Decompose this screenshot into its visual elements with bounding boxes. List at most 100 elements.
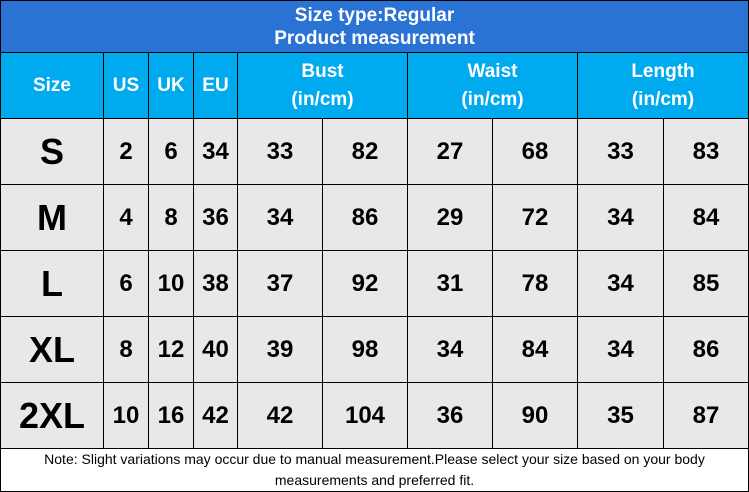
cell-text: 72 <box>521 203 549 231</box>
cell-text: 90 <box>521 401 549 429</box>
cell-text: 2XL <box>18 394 86 436</box>
cell-text: 83 <box>692 137 720 165</box>
value-cell: 8 <box>148 184 194 251</box>
cell-text: 42 <box>202 401 229 429</box>
cell-text: 2 <box>119 137 133 165</box>
value-cell: 34 <box>237 184 323 251</box>
value-cell: 38 <box>193 250 238 317</box>
value-cell: 16 <box>148 382 194 449</box>
cell-text: 38 <box>202 269 229 297</box>
value-cell: 36 <box>407 382 493 449</box>
value-cell: 104 <box>322 382 408 449</box>
cell-text: 27 <box>436 137 464 165</box>
value-cell: 10 <box>103 382 149 449</box>
value-cell: 39 <box>237 316 323 383</box>
cell-text: 37 <box>266 269 294 297</box>
cell-text: 68 <box>521 137 549 165</box>
cell-text: 34 <box>202 137 229 165</box>
cell-text: 34 <box>607 203 634 231</box>
value-cell: 34 <box>577 250 664 317</box>
value-cell: 34 <box>577 316 664 383</box>
value-cell: 29 <box>407 184 493 251</box>
cell-text: 10 <box>157 269 185 297</box>
cell-text: 86 <box>351 203 379 231</box>
value-cell: 27 <box>407 118 493 185</box>
header-cell: Size <box>0 52 104 119</box>
cell-text: 33 <box>607 137 634 165</box>
cell-text: 8 <box>164 203 178 231</box>
cell-text: 31 <box>436 269 464 297</box>
note-text: Note: Slight variations may occur due to… <box>44 451 705 488</box>
cell-text: 4 <box>119 203 133 231</box>
value-cell: 6 <box>103 250 149 317</box>
value-cell: 87 <box>663 382 749 449</box>
value-cell: 36 <box>193 184 238 251</box>
cell-text: L <box>41 262 63 304</box>
header-label: Bust <box>301 60 344 82</box>
size-cell: S <box>0 118 104 185</box>
value-cell: 72 <box>492 184 578 251</box>
cell-text: 84 <box>521 335 549 363</box>
cell-text: 6 <box>164 137 178 165</box>
header-cell: US <box>103 52 149 119</box>
value-cell: 33 <box>237 118 323 185</box>
cell-text: 78 <box>521 269 549 297</box>
cell-text: 86 <box>692 335 720 363</box>
size-cell: L <box>0 250 104 317</box>
cell-text: 29 <box>436 203 464 231</box>
header-label: EU <box>202 74 229 96</box>
cell-text: 40 <box>202 335 229 363</box>
cell-text: 34 <box>436 335 464 363</box>
cell-text: 34 <box>266 203 294 231</box>
value-cell: 8 <box>103 316 149 383</box>
header-label: UK <box>157 74 185 96</box>
value-cell: 37 <box>237 250 323 317</box>
cell-text: 36 <box>436 401 464 429</box>
header-cell: EU <box>193 52 238 119</box>
value-cell: 84 <box>492 316 578 383</box>
header-label: Length <box>631 60 695 82</box>
value-cell: 83 <box>663 118 749 185</box>
value-cell: 82 <box>322 118 408 185</box>
header-cell: Waist (in/cm) <box>407 52 578 119</box>
size-cell: 2XL <box>0 382 104 449</box>
value-cell: 6 <box>148 118 194 185</box>
header-unit: (in/cm) <box>291 88 354 110</box>
value-cell: 92 <box>322 250 408 317</box>
value-cell: 98 <box>322 316 408 383</box>
value-cell: 34 <box>193 118 238 185</box>
cell-text: 85 <box>692 269 720 297</box>
header-cell: Bust (in/cm) <box>237 52 408 119</box>
size-cell: XL <box>0 316 104 383</box>
value-cell: 68 <box>492 118 578 185</box>
header-cell: Length (in/cm) <box>577 52 749 119</box>
cell-text: 92 <box>351 269 379 297</box>
title-line: Size type:Regular <box>294 4 455 26</box>
header-label: Waist <box>467 60 518 82</box>
cell-text: 36 <box>202 203 229 231</box>
cell-text: 12 <box>157 335 185 363</box>
value-cell: 31 <box>407 250 493 317</box>
header-cell: UK <box>148 52 194 119</box>
value-cell: 33 <box>577 118 664 185</box>
cell-text: 104 <box>344 401 386 429</box>
cell-text: 39 <box>266 335 294 363</box>
cell-text: 10 <box>112 401 140 429</box>
cell-text: 84 <box>692 203 720 231</box>
cell-text: 98 <box>351 335 379 363</box>
value-cell: 86 <box>663 316 749 383</box>
value-cell: 78 <box>492 250 578 317</box>
value-cell: 90 <box>492 382 578 449</box>
header-unit: (in/cm) <box>631 88 695 110</box>
header-label: US <box>112 74 140 96</box>
cell-text: 34 <box>607 269 634 297</box>
value-cell: 35 <box>577 382 664 449</box>
title-band: Size type:Regular Product measurement <box>0 0 749 53</box>
cell-text: 42 <box>266 401 294 429</box>
value-cell: 85 <box>663 250 749 317</box>
value-cell: 12 <box>148 316 194 383</box>
cell-text: 33 <box>266 137 294 165</box>
cell-text: 16 <box>157 401 185 429</box>
cell-text: S <box>39 130 64 172</box>
